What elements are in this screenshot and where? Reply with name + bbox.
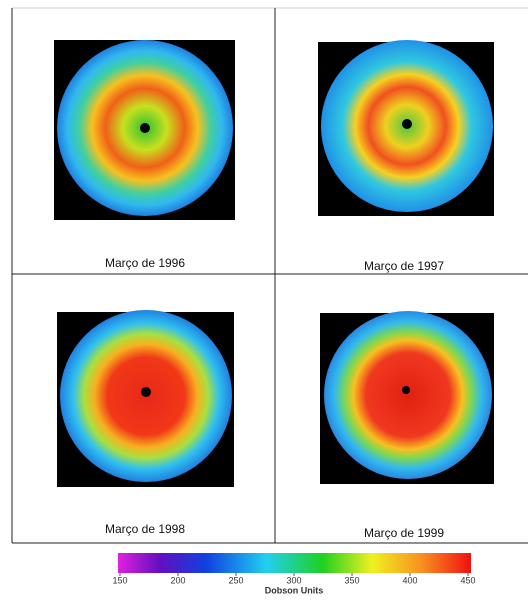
colorbar-tick-label: 200 [170,575,185,585]
colorbar-tick-label: 250 [228,575,243,585]
map-1998 [57,310,234,487]
caption: Março de 1996 [105,256,185,270]
figure: Março de 1996 Março de 1997 Março de 199… [0,0,528,597]
colorbar [118,553,471,573]
colorbar-tick-label: 300 [286,575,301,585]
colorbar-tick-label: 450 [460,575,475,585]
colorbar-tick-label: 400 [402,575,417,585]
map-1996 [54,40,235,220]
colorbar-label: Dobson Units [265,585,324,595]
colorbar-tick-label: 150 [112,575,127,585]
caption: Março de 1999 [364,526,444,540]
caption: Março de 1998 [105,522,185,536]
colorbar-tick-label: 350 [344,575,359,585]
caption: Março de 1997 [364,259,444,273]
map-1997 [318,40,494,216]
map-1999 [320,311,494,484]
